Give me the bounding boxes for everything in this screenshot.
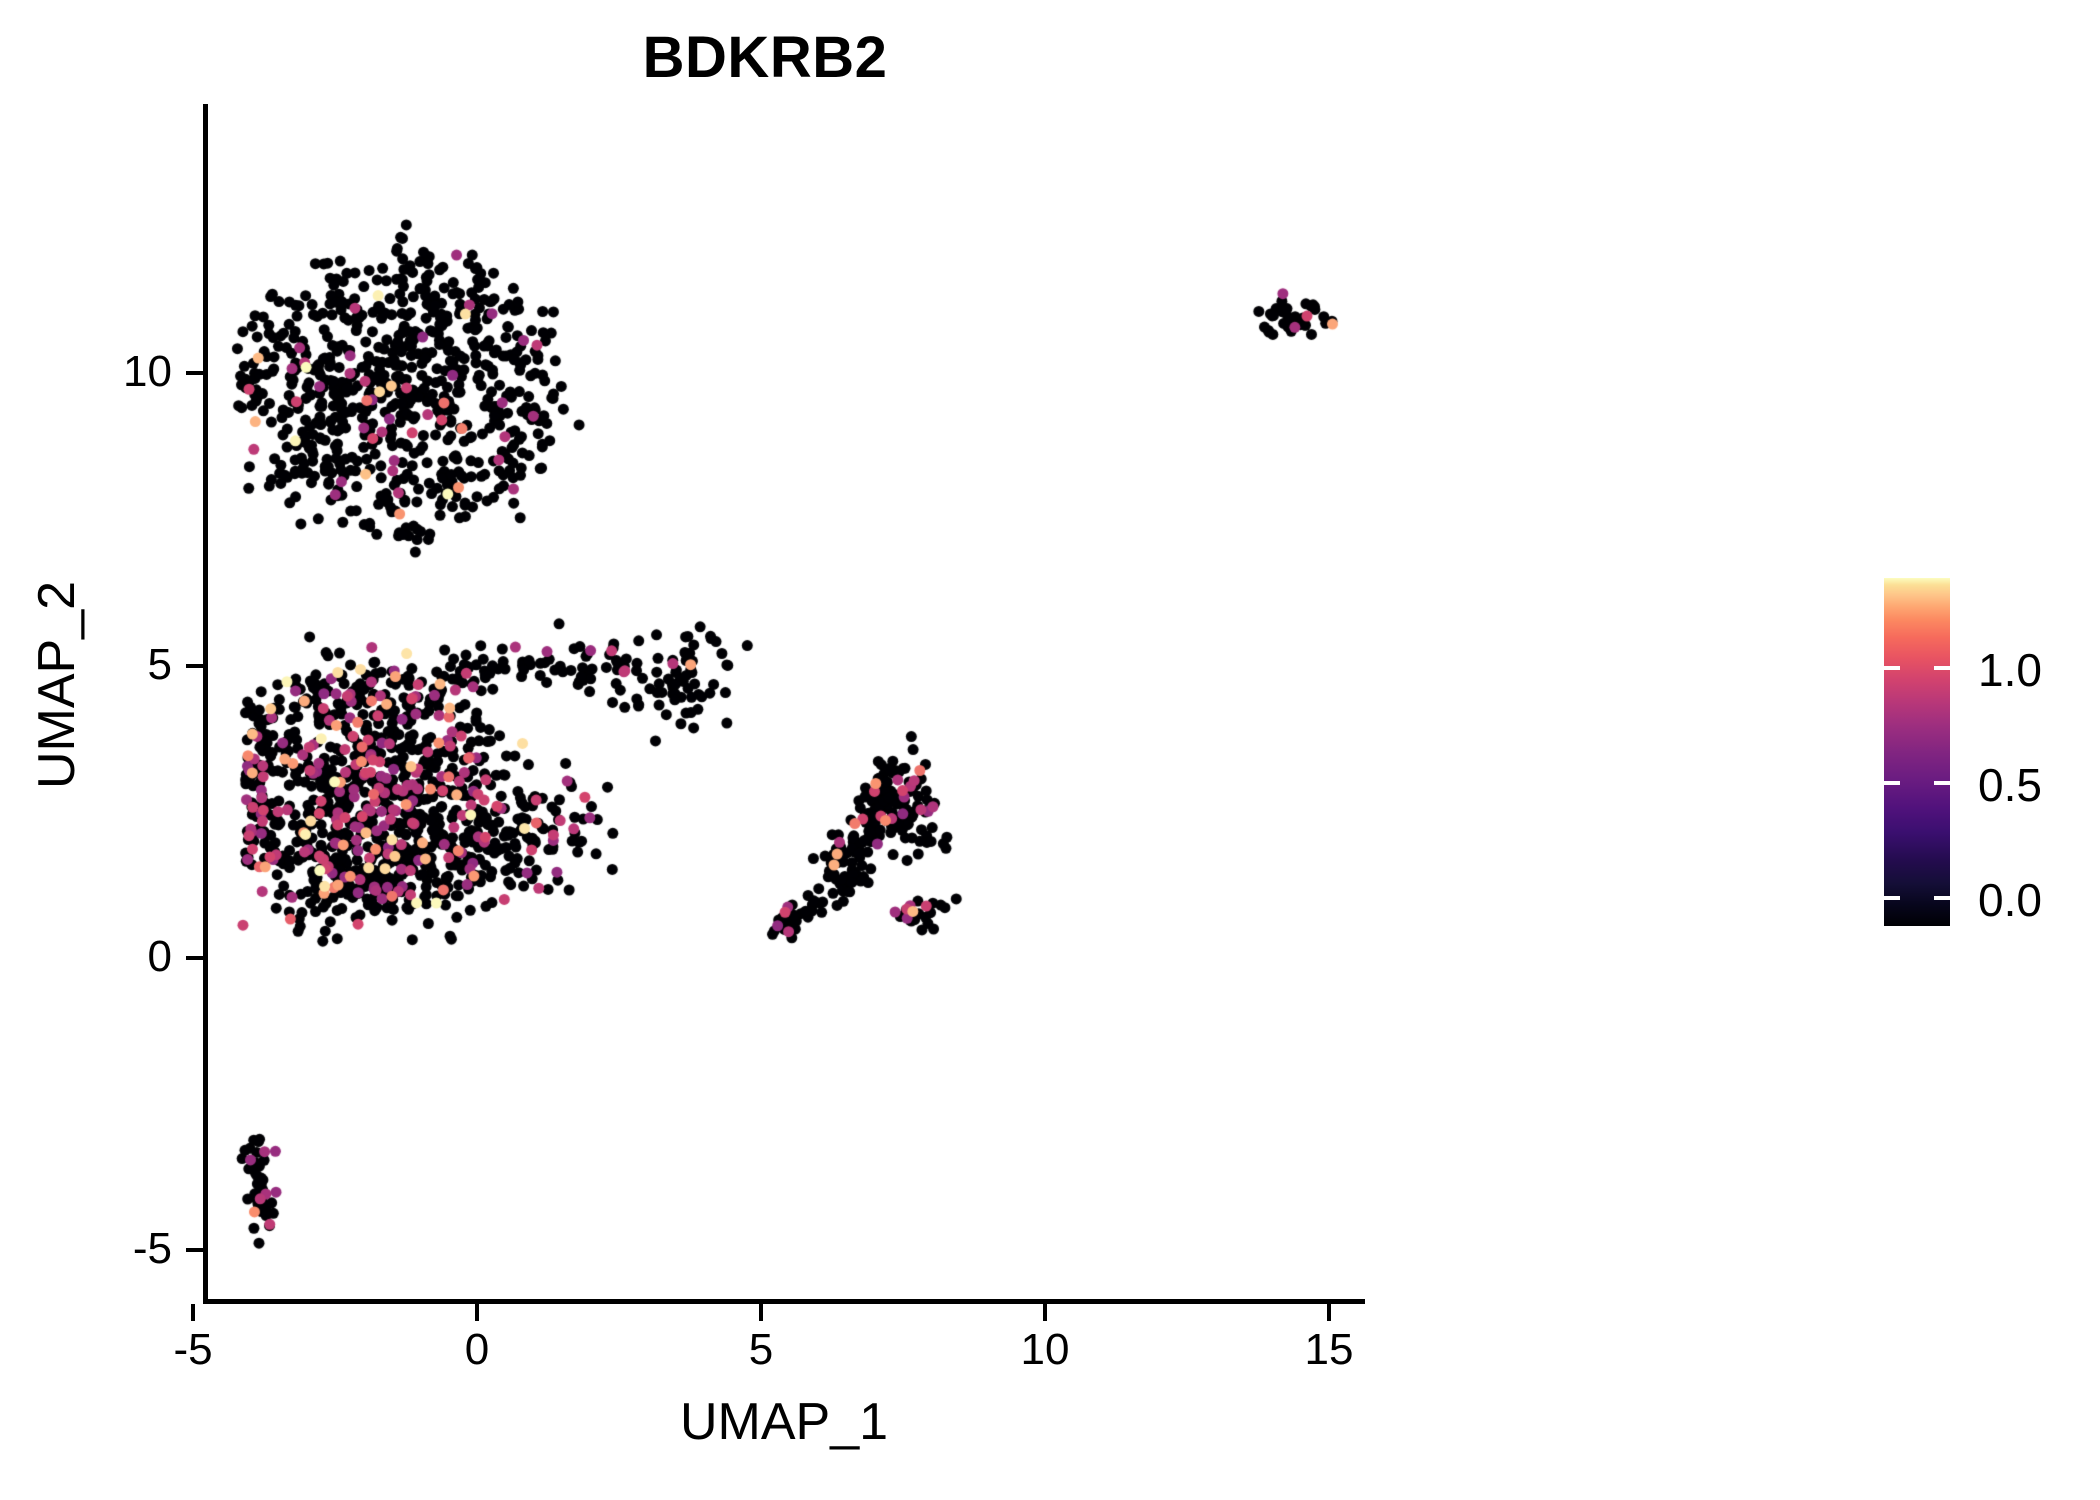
x-tick-label-10: 10 (1020, 1325, 1070, 1374)
x-tick-mark-10 (1043, 1304, 1047, 1321)
colorbar-label-0.5: 0.5 (1978, 759, 2042, 811)
colorbar-tick-0.0-left (1884, 896, 1900, 900)
x-axis-line (203, 1299, 1365, 1304)
x-tick-label-0: 0 (464, 1325, 490, 1374)
colorbar-tick-1.0-right (1934, 666, 1950, 670)
y-tick-label-0: 0 (147, 932, 172, 981)
y-tick-label-10: 10 (123, 347, 172, 396)
x-tick-label-5: 5 (748, 1325, 774, 1374)
y-axis-label: UMAP_2 (28, 580, 86, 790)
colorbar-label-0.0: 0.0 (1978, 874, 2042, 926)
x-tick-mark--5 (191, 1304, 195, 1321)
colorbar-gradient (1884, 578, 1950, 926)
y-tick-mark-10 (186, 371, 203, 375)
colorbar-tick-0.5-right (1934, 781, 1950, 785)
colorbar-legend[interactable] (1884, 578, 1950, 926)
colorbar-tick-1.0-left (1884, 666, 1900, 670)
y-axis-line (203, 104, 208, 1304)
x-axis-label: UMAP_1 (679, 1393, 889, 1451)
x-tick-mark-15 (1327, 1304, 1331, 1321)
colorbar-label-1.0: 1.0 (1978, 644, 2042, 696)
y-tick-label--5: -5 (132, 1224, 172, 1273)
colorbar-tick-0.5-left (1884, 781, 1900, 785)
x-tick-mark-5 (759, 1304, 763, 1321)
y-tick-label-5: 5 (147, 640, 172, 689)
x-tick-mark-0 (475, 1304, 479, 1321)
y-tick-mark--5 (186, 1248, 203, 1252)
y-tick-mark-0 (186, 956, 203, 960)
x-tick-label--5: -5 (173, 1325, 213, 1374)
colorbar-tick-0.0-right (1934, 896, 1950, 900)
y-tick-mark-5 (186, 664, 203, 668)
x-tick-label-15: 15 (1304, 1325, 1354, 1374)
